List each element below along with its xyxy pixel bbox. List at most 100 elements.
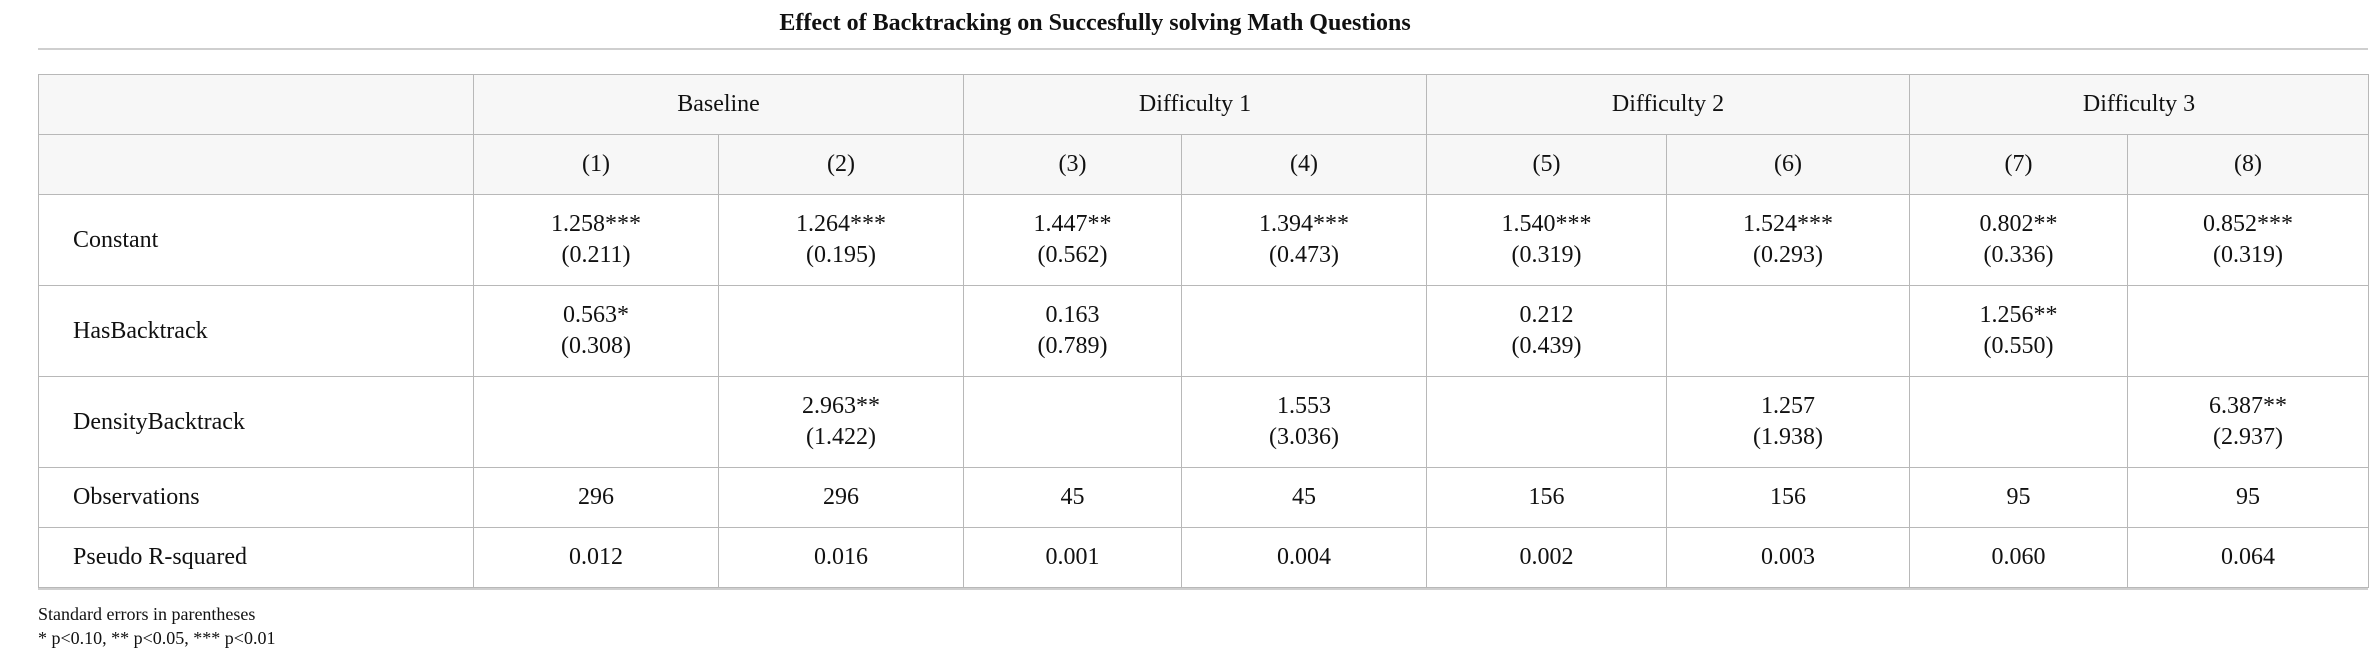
- std-error: (0.211): [561, 242, 631, 268]
- estimate: 0.212: [1519, 302, 1574, 328]
- column-header: (8): [2127, 134, 2370, 195]
- table-notes: Standard errors in parentheses * p<0.10,…: [38, 602, 275, 650]
- std-error: (0.439): [1511, 333, 1582, 359]
- corner-cell: [38, 74, 474, 135]
- stat-cell: 95: [2127, 467, 2370, 528]
- column-header: (7): [1909, 134, 2129, 195]
- column-header: (1): [473, 134, 719, 195]
- row-label: HasBacktrack: [38, 285, 474, 377]
- group-header: Difficulty 3: [1909, 74, 2370, 135]
- estimate: 1.447**: [1033, 211, 1112, 237]
- column-header: (2): [717, 134, 965, 195]
- row-label: DensityBacktrack: [38, 376, 474, 468]
- note-line: Standard errors in parentheses: [38, 604, 256, 624]
- stat-cell: 0.060: [1909, 527, 2129, 588]
- bottom-rule: [38, 588, 2368, 590]
- coef-row-densitybacktrack: DensityBacktrack 2.963** (1.422) 1.553 (3.…: [38, 376, 2370, 468]
- coef-cell: 1.540*** (0.319): [1426, 194, 1668, 286]
- estimate: 1.257: [1761, 393, 1816, 419]
- coef-cell: 1.394*** (0.473): [1181, 194, 1428, 286]
- stat-cell: 296: [473, 467, 719, 528]
- estimate: 1.524***: [1743, 211, 1834, 237]
- coef-cell: 6.387** (2.937): [2127, 376, 2370, 468]
- std-error: (1.938): [1753, 424, 1823, 450]
- corner-cell: [38, 134, 474, 195]
- coef-cell: [1666, 285, 1911, 377]
- coef-cell: [2127, 285, 2370, 377]
- std-error: (0.319): [2213, 242, 2283, 268]
- estimate: 0.802**: [1979, 211, 2058, 237]
- std-error: (0.195): [806, 242, 876, 268]
- coef-cell: 1.264*** (0.195): [717, 194, 965, 286]
- stat-cell: 296: [717, 467, 965, 528]
- stat-cell: 0.004: [1181, 527, 1428, 588]
- row-label: Observations: [38, 467, 474, 528]
- coef-cell: [963, 376, 1183, 468]
- estimate: 0.163: [1045, 302, 1100, 328]
- coef-cell: [1426, 376, 1668, 468]
- stat-cell: 156: [1666, 467, 1911, 528]
- coef-cell: 2.963** (1.422): [717, 376, 965, 468]
- column-header: (4): [1181, 134, 1428, 195]
- std-error: (0.789): [1037, 333, 1108, 359]
- stat-cell: 0.016: [717, 527, 965, 588]
- std-error: (3.036): [1269, 424, 1339, 450]
- std-error: (0.562): [1037, 242, 1108, 268]
- estimate: 1.553: [1277, 393, 1332, 419]
- top-rule: [38, 48, 2368, 50]
- std-error: (2.937): [2213, 424, 2283, 450]
- group-header: Difficulty 2: [1426, 74, 1911, 135]
- column-header-row: (1) (2) (3) (4) (5) (6) (7) (8): [38, 134, 2370, 195]
- note-line: * p<0.10, ** p<0.05, *** p<0.01: [38, 628, 276, 648]
- table-title: Effect of Backtracking on Succesfully so…: [779, 10, 1411, 36]
- row-label: Pseudo R-squared: [38, 527, 474, 588]
- stat-cell: 0.064: [2127, 527, 2370, 588]
- coef-cell: 0.852*** (0.319): [2127, 194, 2370, 286]
- column-header: (5): [1426, 134, 1668, 195]
- coef-cell: 0.212 (0.439): [1426, 285, 1668, 377]
- stat-cell: 0.002: [1426, 527, 1668, 588]
- std-error: (0.336): [1983, 242, 2054, 268]
- coef-cell: 1.553 (3.036): [1181, 376, 1428, 468]
- estimate: 1.256**: [1979, 302, 2058, 328]
- row-label: Constant: [38, 194, 474, 286]
- stat-cell: 0.003: [1666, 527, 1911, 588]
- estimate: 0.852***: [2203, 211, 2294, 237]
- coef-cell: [473, 376, 719, 468]
- std-error: (0.319): [1511, 242, 1582, 268]
- estimate: 1.394***: [1259, 211, 1350, 237]
- regression-table: Baseline Difficulty 1 Difficulty 2 Diffi…: [38, 74, 2370, 588]
- coef-cell: 1.524*** (0.293): [1666, 194, 1911, 286]
- coef-cell: 1.258*** (0.211): [473, 194, 719, 286]
- group-header: Difficulty 1: [963, 74, 1428, 135]
- group-header: Baseline: [472, 74, 965, 135]
- coef-cell: 1.447** (0.562): [963, 194, 1183, 286]
- group-header-row: Baseline Difficulty 1 Difficulty 2 Diffi…: [38, 74, 2370, 135]
- stat-row-pseudo-r2: Pseudo R-squared 0.012 0.016 0.001 0.004…: [38, 527, 2370, 588]
- coef-cell: [1181, 285, 1428, 377]
- coef-cell: [717, 285, 965, 377]
- estimate: 1.264***: [796, 211, 886, 237]
- estimate: 1.258***: [551, 211, 641, 237]
- std-error: (0.293): [1753, 242, 1823, 268]
- estimate: 0.563*: [563, 302, 629, 328]
- stat-cell: 0.001: [963, 527, 1183, 588]
- std-error: (0.550): [1983, 333, 2054, 359]
- stat-cell: 45: [963, 467, 1183, 528]
- estimate: 1.540***: [1501, 211, 1592, 237]
- coef-cell: [1909, 376, 2129, 468]
- stat-cell: 45: [1181, 467, 1428, 528]
- stat-row-observations: Observations 296 296 45 45 156 156 95 95: [38, 467, 2370, 528]
- coef-row-hasbacktrack: HasBacktrack 0.563* (0.308) 0.163 (0.789) …: [38, 285, 2370, 377]
- std-error: (1.422): [806, 424, 876, 450]
- estimate: 2.963**: [802, 393, 880, 419]
- std-error: (0.473): [1269, 242, 1339, 268]
- coef-row-constant: Constant 1.258*** (0.211) 1.264*** (0.195)…: [38, 194, 2370, 286]
- std-error: (0.308): [561, 333, 631, 359]
- stat-cell: 156: [1426, 467, 1668, 528]
- coef-cell: 1.256** (0.550): [1909, 285, 2129, 377]
- stat-cell: 0.012: [473, 527, 719, 588]
- coef-cell: 0.163 (0.789): [963, 285, 1183, 377]
- stat-cell: 95: [1909, 467, 2129, 528]
- coef-cell: 1.257 (1.938): [1666, 376, 1911, 468]
